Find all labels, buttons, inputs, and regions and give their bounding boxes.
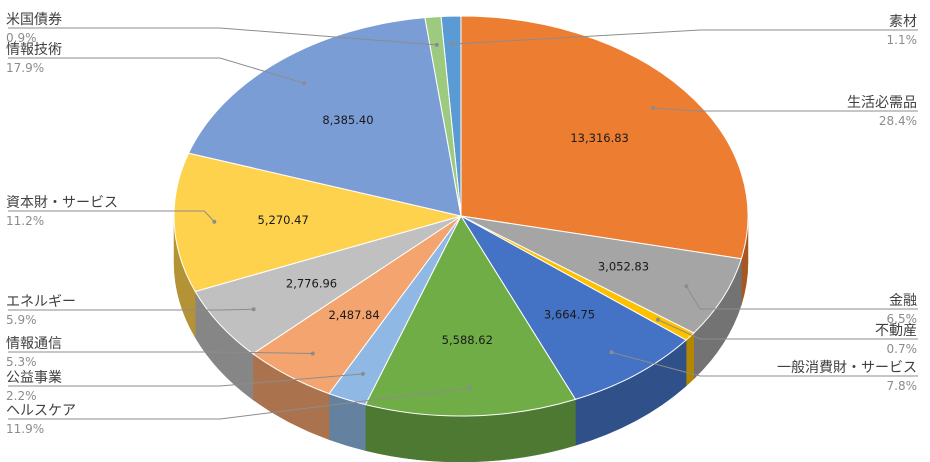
percent-label-11: 0.9% — [6, 31, 37, 45]
percent-label-4: 7.8% — [887, 379, 918, 393]
percent-label-5: 11.9% — [6, 422, 44, 436]
category-label-8: エネルギー — [6, 294, 76, 310]
category-label-6: 公益事業 — [6, 370, 62, 386]
leader-dot-11 — [434, 42, 439, 47]
value-label-9: 5,270.47 — [258, 213, 309, 227]
category-label-9: 資本財・サービス — [6, 195, 118, 211]
leader-line-11 — [8, 27, 437, 46]
value-labels: 13,316.83 3,052.83 3,664.75 5,588.62 2,487.8… — [258, 113, 650, 347]
category-label-11: 米国債券 — [6, 12, 62, 28]
leader-line-5 — [8, 387, 470, 420]
pie-top-faces — [173, 15, 749, 417]
category-label-1: 生活必需品 — [847, 95, 917, 111]
category-label-2: 金融 — [889, 293, 917, 309]
percent-label-9: 11.2% — [6, 214, 44, 228]
leader-dot-10 — [302, 81, 307, 86]
percent-label-6: 2.2% — [6, 389, 37, 403]
category-label-0: 素材 — [889, 14, 917, 30]
percent-label-10: 17.9% — [6, 61, 44, 75]
leader-dot-3 — [655, 317, 660, 322]
pie-slice-9 — [173, 152, 462, 293]
leader-line-0 — [452, 29, 918, 45]
leader-line-4 — [611, 351, 918, 377]
value-label-10: 8,385.40 — [322, 113, 373, 127]
leader-dot-5 — [467, 385, 472, 390]
leader-dot-2 — [684, 284, 689, 289]
leader-dot-1 — [651, 106, 656, 111]
leader-dot-6 — [360, 371, 365, 376]
pie-side-walls — [173, 217, 749, 462]
percent-label-0: 1.1% — [887, 33, 918, 47]
percent-label-3: 0.7% — [887, 342, 918, 356]
leader-dot-0 — [450, 42, 455, 47]
value-label-2: 3,052.83 — [598, 260, 649, 274]
leader-dot-9 — [212, 219, 217, 224]
leader-line-8 — [8, 308, 254, 311]
category-label-3: 不動産 — [875, 323, 917, 339]
category-label-5: ヘルスケア — [6, 403, 76, 419]
percent-label-2: 6.5% — [887, 312, 918, 326]
pie-slice-2 — [460, 215, 743, 334]
value-label-1: 13,316.83 — [570, 131, 629, 145]
leader-line-3 — [657, 319, 918, 340]
leader-dot-7 — [310, 351, 315, 356]
category-label-10: 情報技術 — [6, 42, 62, 58]
value-label-5: 5,588.62 — [442, 333, 493, 347]
pie-slice-10 — [187, 17, 462, 217]
category-label-7: 情報通信 — [6, 336, 62, 352]
pie-slice-5 — [364, 214, 577, 417]
leader-dot-4 — [609, 350, 614, 355]
percent-label-1: 28.4% — [879, 114, 917, 128]
leader-dot-8 — [251, 307, 256, 312]
slice-side-3 — [685, 332, 695, 387]
pie-slice-4 — [459, 214, 687, 401]
leader-line-1 — [653, 107, 918, 112]
leader-line-9 — [8, 210, 215, 223]
leader-line-6 — [8, 373, 363, 387]
leader-line-10 — [8, 57, 305, 84]
pie-slice-11 — [424, 15, 462, 217]
value-label-4: 3,664.75 — [544, 307, 595, 321]
pie-slice-1 — [460, 15, 749, 260]
category-label-4: 一般消費財・サービス — [777, 360, 917, 376]
value-label-8: 2,776.96 — [286, 276, 337, 290]
leader-line-2 — [685, 285, 918, 310]
percent-label-7: 5.3% — [6, 355, 37, 369]
leader-line-7 — [8, 351, 313, 355]
value-label-7: 2,487.84 — [328, 308, 379, 322]
category-labels: 素材 1.1% 生活必需品 28.4% 金融 6.5%不動産 0.7% 一般消費財・サービス 7… — [6, 12, 918, 436]
percent-label-8: 5.9% — [6, 313, 37, 327]
